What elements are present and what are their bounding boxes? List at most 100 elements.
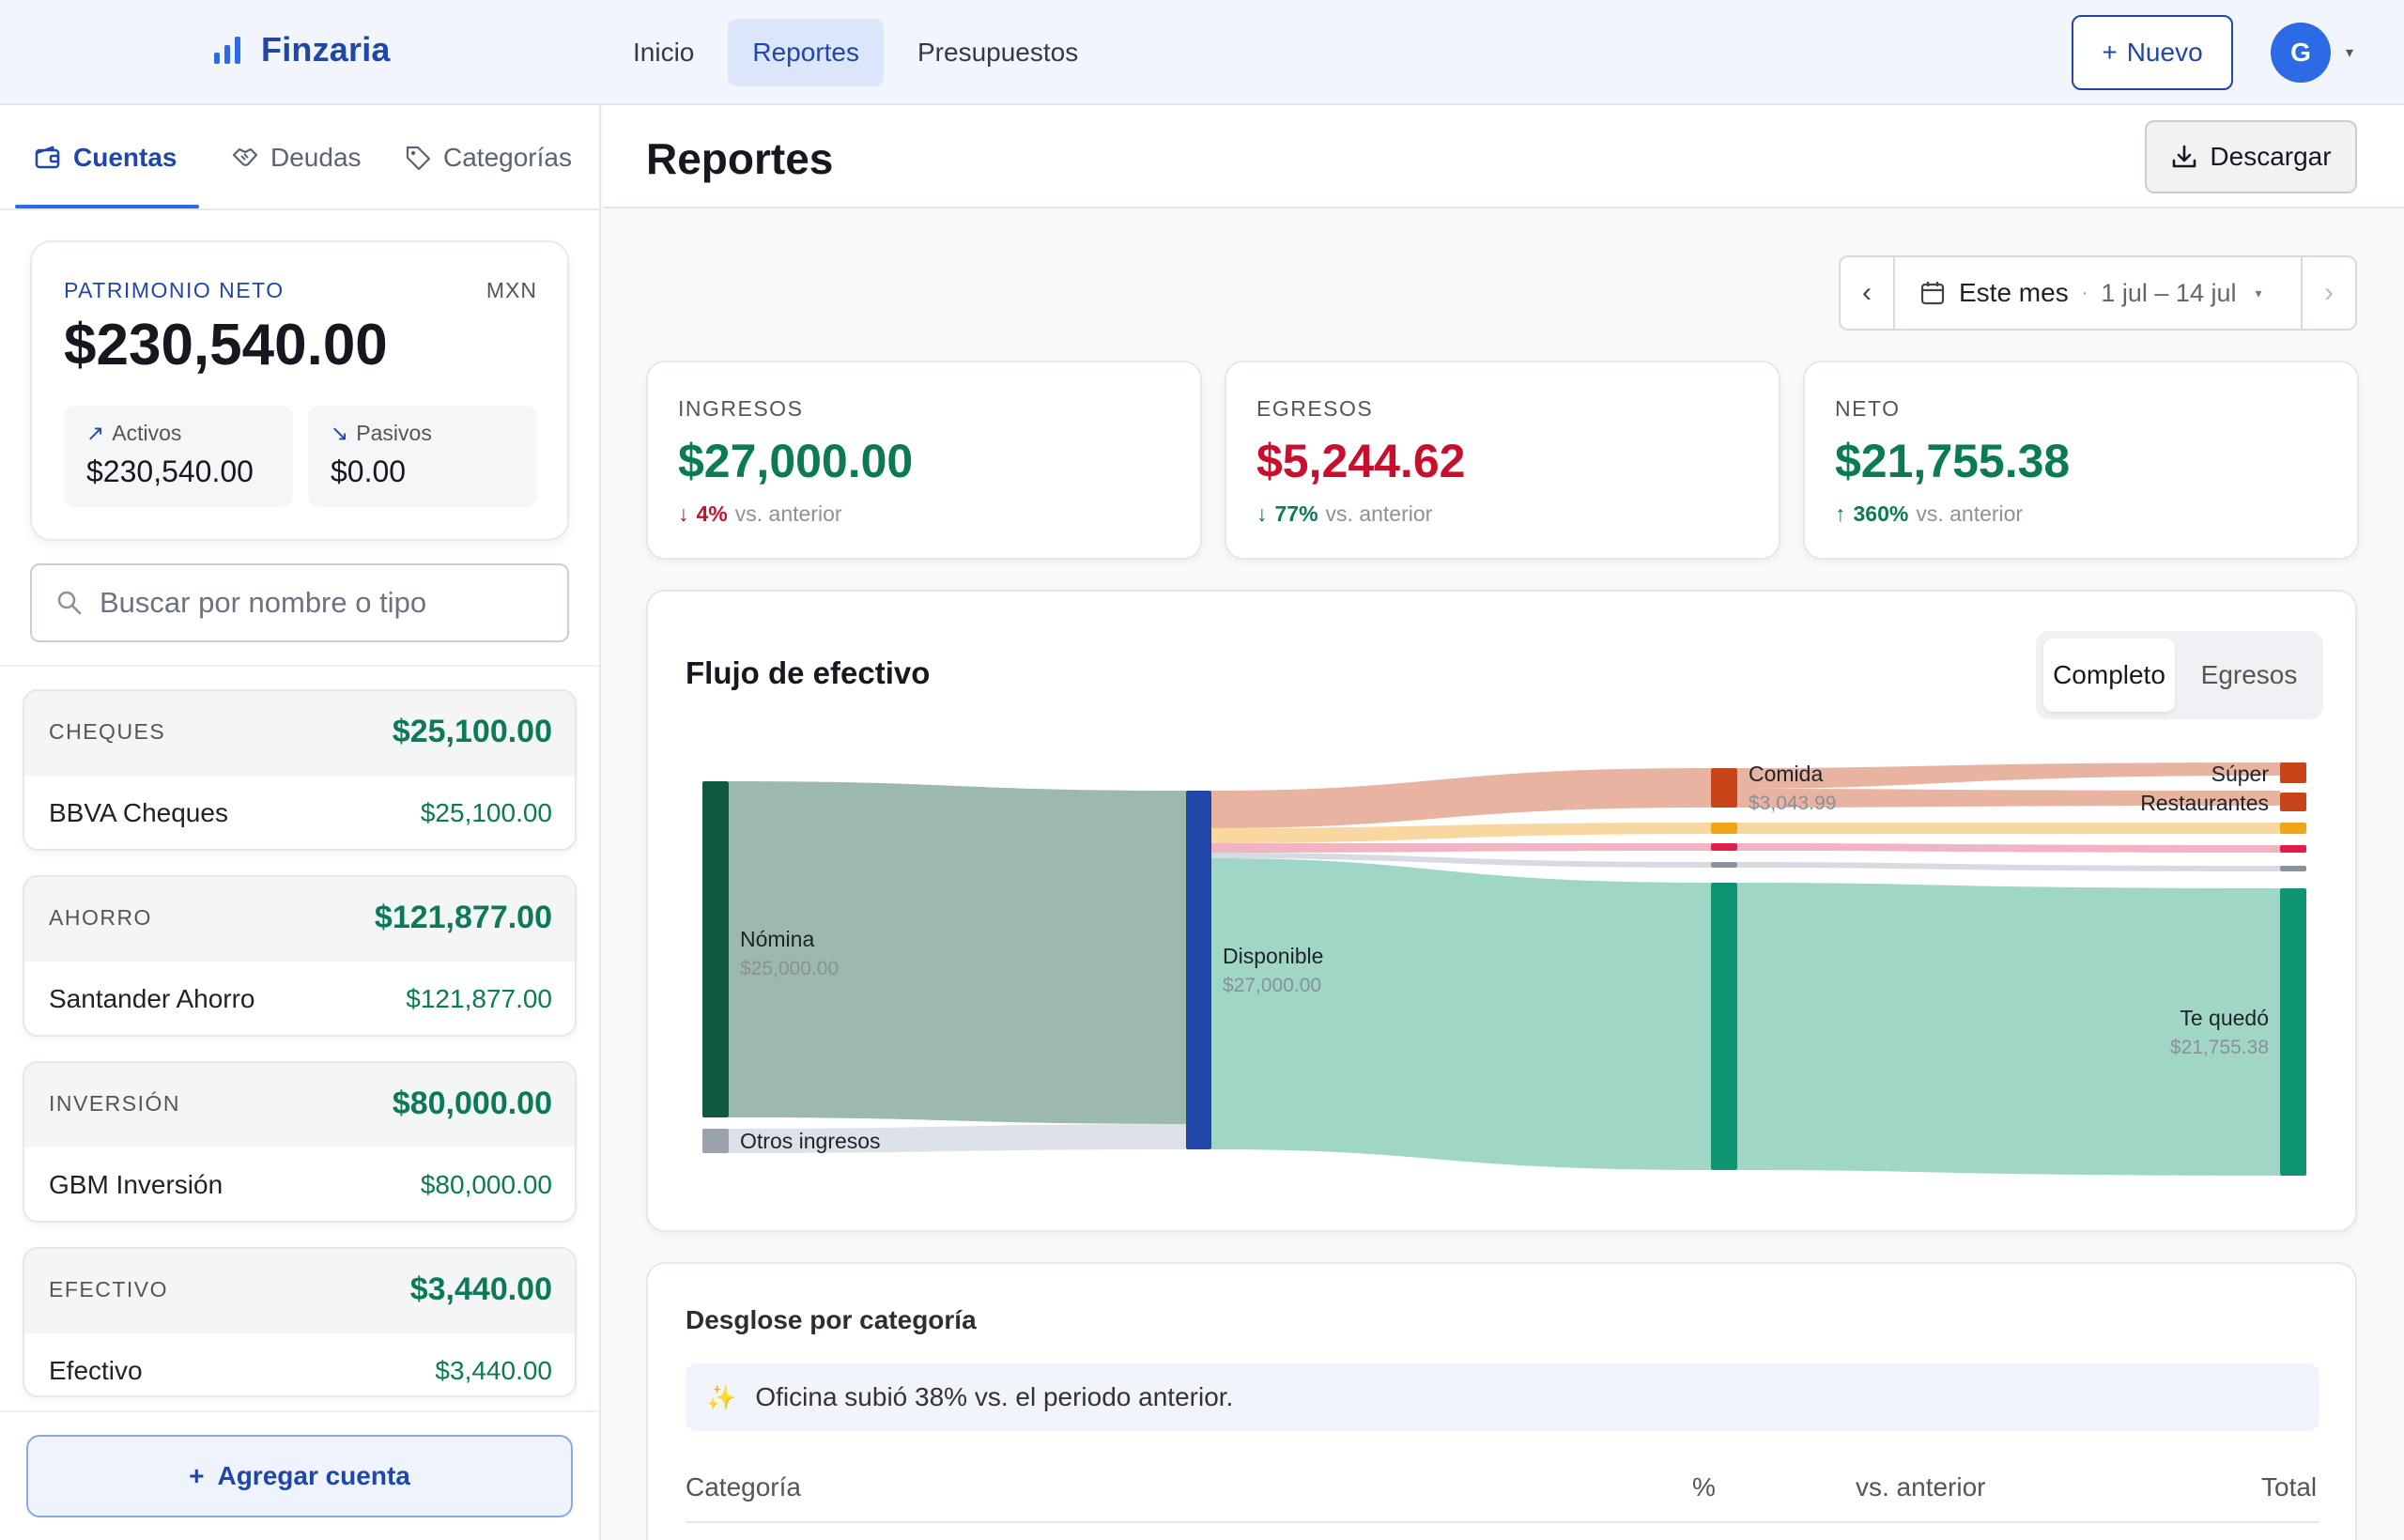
tab-deudas[interactable]: Deudas [231, 105, 362, 210]
nav-reportes[interactable]: Reportes [728, 19, 884, 86]
account-group-name: EFECTIVO [49, 1277, 169, 1301]
account-group-name: CHEQUES [49, 719, 166, 744]
nav-inicio[interactable]: Inicio [633, 38, 695, 67]
account-group-header [24, 1249, 575, 1333]
search-input[interactable]: Buscar por nombre o tipo [30, 563, 569, 642]
label-tequedo-value: $21,755.38 [2170, 1037, 2269, 1058]
node-tequedo[interactable] [1711, 883, 1737, 1170]
sidebar: Cuentas Deudas Categorías PATRIMONIO NET… [0, 105, 601, 1540]
node-cat2[interactable] [1711, 823, 1737, 834]
node-super[interactable] [2280, 762, 2306, 783]
node-cat2-out[interactable] [2280, 823, 2306, 834]
account-amount: $80,000.00 [420, 1170, 552, 1199]
account-group-inversion[interactable]: INVERSIÓN $80,000.00 GBM Inversión $80,0… [23, 1061, 577, 1223]
label-comida: Comida [1749, 762, 1823, 786]
arrow-up-right-icon: ↗ [86, 421, 105, 445]
search-placeholder: Buscar por nombre o tipo [100, 586, 427, 619]
node-restaurantes[interactable] [2280, 793, 2306, 811]
flow-mode-toggle: Completo Egresos [2036, 631, 2323, 719]
column-header-percent[interactable]: % [1692, 1472, 1716, 1502]
column-header-vs-anterior[interactable]: vs. anterior [1856, 1472, 1986, 1502]
avatar[interactable]: G [2271, 23, 2331, 83]
link-cat2-out [1737, 823, 2280, 834]
account-group-header [24, 877, 575, 962]
account-amount: $121,877.00 [406, 984, 552, 1013]
period-dropdown[interactable]: Este mes · 1 jul – 14 jul ▾ [1895, 257, 2303, 329]
previous-period-button[interactable]: ‹ [1841, 257, 1895, 329]
brand[interactable]: Finzaria [212, 30, 391, 69]
mode-egresos[interactable]: Egresos [2200, 660, 2298, 689]
column-header-categoria[interactable]: Categoría [686, 1472, 801, 1502]
breakdown-title: Desglose por categoría [686, 1305, 977, 1334]
assets-value: $230,540.00 [86, 454, 254, 488]
download-label: Descargar [2210, 142, 2332, 171]
column-header-total[interactable]: Total [2261, 1472, 2318, 1502]
new-button[interactable]: + Nuevo [2072, 15, 2233, 90]
kpi-ingresos: INGRESOS $27,000.00 ↓ 4% vs. anterior [646, 361, 1202, 560]
liabilities-label: Pasivos [356, 421, 432, 445]
account-group-ahorro[interactable]: AHORRO $121,877.00 Santander Ahorro $121… [23, 875, 577, 1037]
node-disponible[interactable] [1186, 791, 1211, 1149]
kpi-delta-label: vs. anterior [1325, 501, 1433, 526]
kpi-value: $27,000.00 [678, 435, 914, 487]
kpi-delta: ↓ 77% vs. anterior [1256, 501, 1432, 527]
page-header: Reportes Descargar [603, 105, 2404, 208]
kpi-delta-label: vs. anterior [1916, 501, 2024, 526]
chevron-right-icon: › [2324, 277, 2334, 308]
label-otros: Otros ingresos [740, 1129, 881, 1153]
link-cat4-out [1737, 862, 2280, 871]
kpi-value: $5,244.62 [1256, 435, 1466, 487]
networth-label: PATRIMONIO NETO [64, 278, 285, 302]
tab-cuentas-label: Cuentas [73, 143, 177, 172]
search-icon [57, 591, 82, 615]
nav-presupuestos[interactable]: Presupuestos [917, 38, 1079, 67]
account-name[interactable]: GBM Inversión [49, 1170, 223, 1199]
period-range: 1 jul – 14 jul [2101, 278, 2237, 307]
kpi-egresos: EGRESOS $5,244.62 ↓ 77% vs. anterior [1225, 361, 1780, 560]
liabilities-value: $0.00 [331, 454, 407, 488]
account-group-cheques[interactable]: CHEQUES $25,100.00 BBVA Cheques $25,100.… [23, 689, 577, 851]
next-period-button[interactable]: › [2301, 257, 2355, 329]
node-cat4[interactable] [1711, 862, 1737, 868]
tab-cuentas[interactable]: Cuentas [34, 105, 177, 210]
account-group-name: AHORRO [49, 905, 152, 930]
tab-categorias[interactable]: Categorías [404, 105, 572, 210]
sparkles-icon: ✨ [706, 1382, 737, 1411]
kpi-label: EGRESOS [1256, 396, 1374, 421]
node-cat3[interactable] [1711, 843, 1737, 851]
tab-categorias-label: Categorías [443, 143, 572, 172]
active-tab-indicator [15, 205, 199, 208]
liabilities-label-row: ↘ Pasivos [331, 421, 432, 446]
kpi-value: $21,755.38 [1835, 435, 2071, 487]
account-group-efectivo[interactable]: EFECTIVO $3,440.00 Efectivo $3,440.00 [23, 1247, 577, 1397]
chevron-down-icon[interactable]: ▾ [2346, 45, 2354, 61]
kpi-delta: ↑ 360% vs. anterior [1835, 501, 2023, 527]
kpi-label: NETO [1835, 396, 1901, 421]
label-tequedo: Te quedó [2180, 1006, 2269, 1030]
label-disponible-value: $27,000.00 [1223, 975, 1321, 996]
label-super: Súper [2211, 762, 2270, 786]
kpi-delta-value: 4% [696, 501, 728, 526]
account-group-total: $25,100.00 [392, 714, 552, 749]
account-name[interactable]: Efectivo [49, 1356, 143, 1385]
download-button[interactable]: Descargar [2145, 120, 2357, 193]
node-cat3-out[interactable] [2280, 845, 2306, 853]
kpi-delta-value: 360% [1853, 501, 1909, 526]
tag-icon [406, 146, 431, 171]
add-account-button[interactable]: + Agregar cuenta [26, 1435, 573, 1517]
account-name[interactable]: Santander Ahorro [49, 984, 255, 1013]
brand-name: Finzaria [261, 30, 391, 69]
calendar-icon [1920, 282, 1945, 305]
node-nomina[interactable] [702, 781, 729, 1117]
kpi-neto: NETO $21,755.38 ↑ 360% vs. anterior [1803, 361, 2359, 560]
link-nomina-disponible [729, 781, 1186, 1124]
node-otros[interactable] [702, 1129, 729, 1153]
account-name[interactable]: BBVA Cheques [49, 798, 228, 827]
account-group-total: $80,000.00 [392, 1086, 552, 1121]
node-tequedo-out[interactable] [2280, 888, 2306, 1176]
mode-completo[interactable]: Completo [2043, 639, 2175, 712]
networth-value: $230,540.00 [64, 313, 388, 377]
node-comida[interactable] [1711, 768, 1737, 808]
kpi-delta-label: vs. anterior [734, 501, 842, 526]
node-cat4-out[interactable] [2280, 866, 2306, 871]
